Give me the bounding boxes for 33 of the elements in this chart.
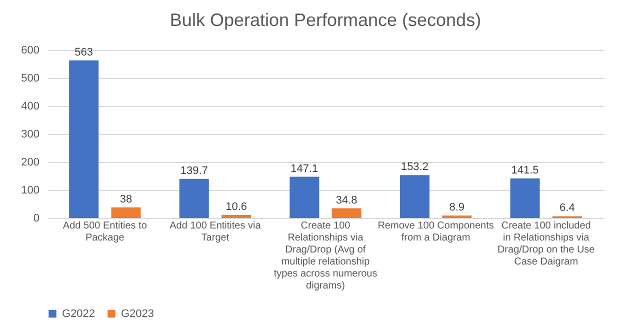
y-tick-label: 500 <box>21 72 40 84</box>
data-label: 141.5 <box>511 164 539 176</box>
data-label: 147.1 <box>290 162 318 175</box>
x-tick-label: Add 100 Entitites via Target <box>170 220 262 244</box>
bar <box>179 178 209 218</box>
bar <box>400 175 430 218</box>
data-label: 6.4 <box>560 202 575 214</box>
x-tick-label: Create 100 included in Relationships via Drag/Drop on the Use Case Daigram <box>497 220 596 268</box>
y-tick-label: 300 <box>21 128 40 140</box>
bar <box>222 215 252 218</box>
data-label: 10.6 <box>226 201 247 214</box>
x-tick-label: Remove 100 Components from a Diagram <box>378 220 494 244</box>
data-label: 563 <box>74 46 93 58</box>
data-label: 153.2 <box>400 161 428 174</box>
data-label: 8.9 <box>449 202 465 214</box>
y-tick-label: 600 <box>21 44 40 56</box>
data-label: 38 <box>120 193 132 206</box>
data-label: 139.7 <box>180 164 208 177</box>
y-tick-label: 200 <box>21 156 40 168</box>
y-tick-label: 0 <box>33 212 40 224</box>
data-label: 34.8 <box>336 194 358 206</box>
chart-title: Bulk Operation Performance (seconds) <box>170 10 482 30</box>
legend-label: G2023 <box>121 308 154 320</box>
legend-label: G2022 <box>62 308 96 320</box>
bar <box>290 176 320 218</box>
y-tick-label: 400 <box>21 100 40 112</box>
y-tick-label: 100 <box>21 184 40 196</box>
bar <box>69 60 99 218</box>
bar <box>510 178 540 218</box>
bar <box>111 207 141 218</box>
x-tick-label: Create 100 Relationships via Drag/Drop (Avg of multiple relationship types across numerous digrams) <box>274 220 378 292</box>
x-tick-label: Add 500 Entities to Package <box>62 220 148 244</box>
bar <box>332 208 362 218</box>
